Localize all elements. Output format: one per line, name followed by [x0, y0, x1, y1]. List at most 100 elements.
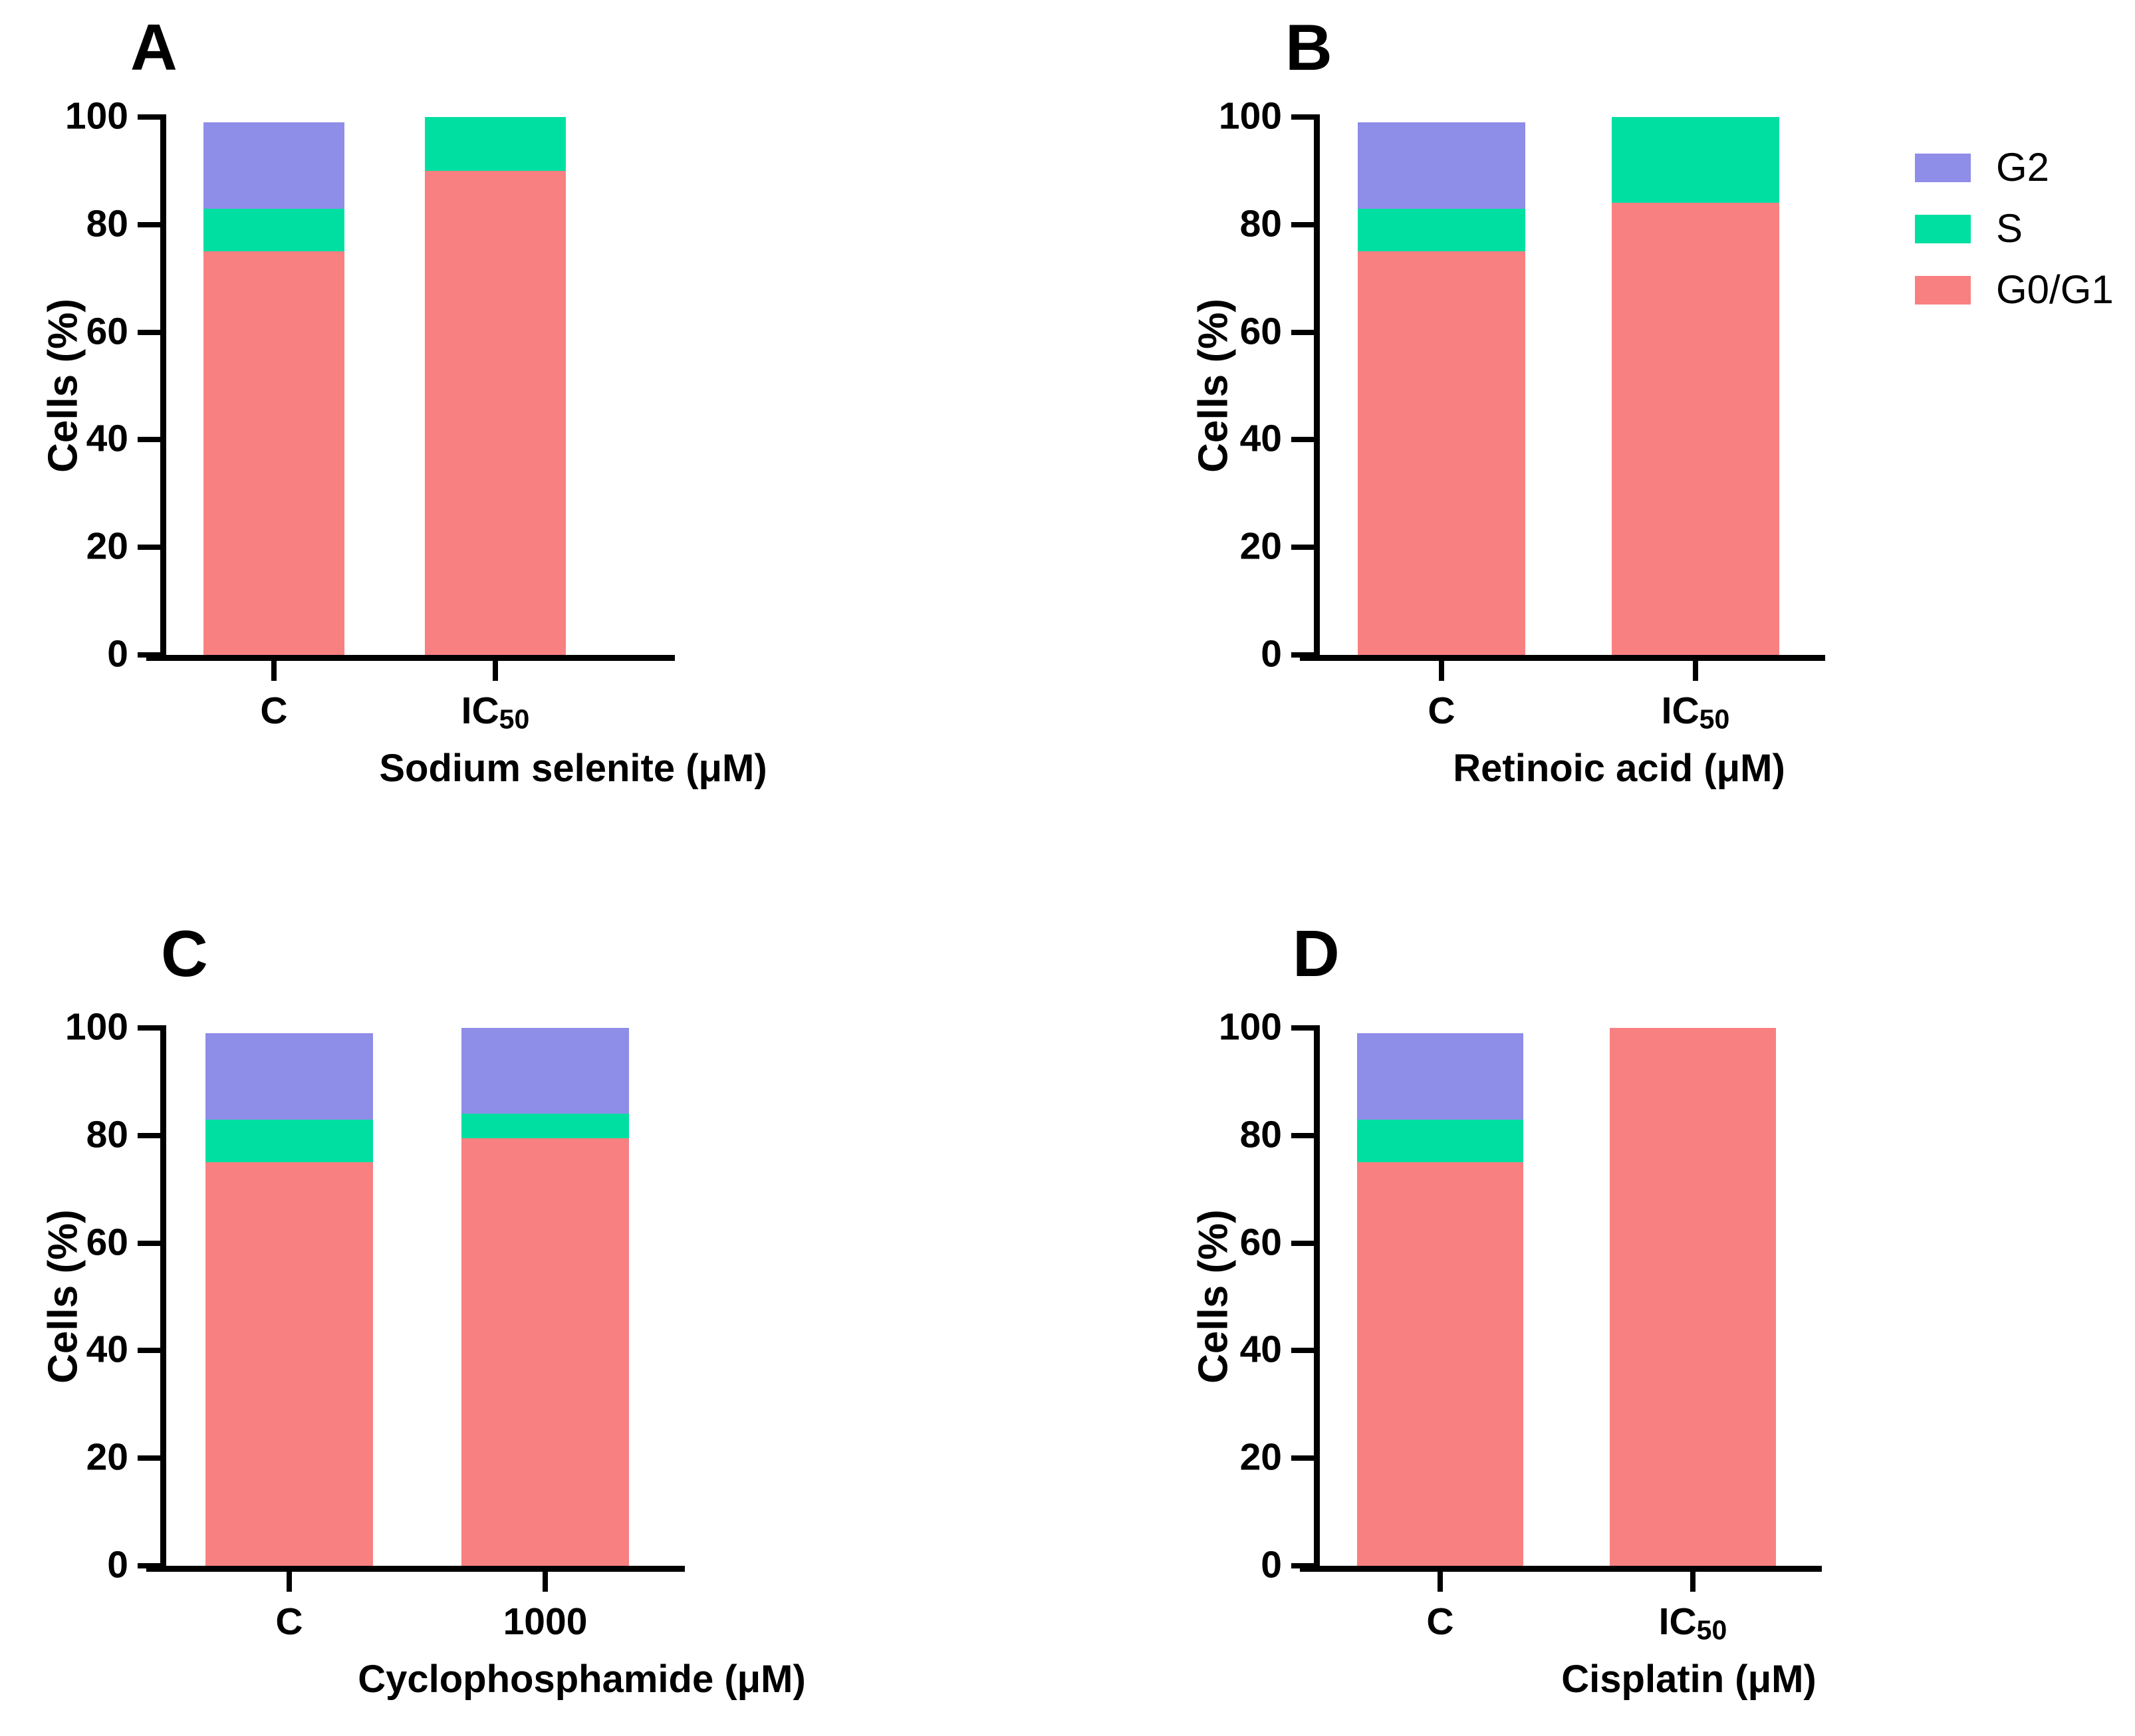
y-tick-mark: [1291, 437, 1314, 443]
y-tick-label: 20: [86, 1435, 128, 1479]
x-axis-line: [146, 655, 675, 661]
x-tick-mark: [1438, 1572, 1443, 1592]
y-tick-label: 0: [107, 632, 128, 676]
bar-segment-s: [461, 1114, 629, 1138]
y-tick-label: 100: [1218, 1005, 1282, 1049]
y-tick-mark: [1291, 1025, 1314, 1031]
y-tick-label: 80: [1239, 1113, 1282, 1156]
bar-segment-g0g1: [205, 1162, 373, 1566]
y-tick-mark: [1291, 545, 1314, 551]
bar-segment-s: [1612, 117, 1779, 203]
y-axis-line: [1314, 1025, 1320, 1572]
bar-segment-g0g1: [1357, 1162, 1523, 1566]
y-axis-line: [160, 1025, 166, 1572]
x-category-main: C: [1428, 689, 1455, 732]
bar-segment-g2: [1357, 1033, 1523, 1120]
legend-swatch-g0g1: [1915, 275, 1971, 305]
x-category-main: C: [275, 1600, 303, 1643]
y-tick-label: 100: [64, 94, 128, 138]
y-tick-mark: [1291, 1132, 1314, 1138]
x-category-subscript: 50: [499, 703, 530, 735]
y-tick-mark: [1291, 1455, 1314, 1461]
bar-segment-g2: [203, 122, 344, 209]
y-tick-label: 40: [1239, 1328, 1282, 1371]
y-tick-label: 20: [1239, 1435, 1282, 1479]
panel-letter: A: [130, 11, 178, 84]
bar-segment-s: [425, 117, 566, 171]
x-category-label: IC50: [1659, 1603, 1727, 1644]
legend-label: G0/G1: [1996, 267, 2114, 312]
bar-segment-g0g1: [203, 251, 344, 655]
bar-segment-s: [1358, 208, 1525, 252]
x-category-subscript: 50: [1699, 703, 1730, 735]
y-tick-label: 0: [1261, 1543, 1282, 1586]
y-tick-label: 20: [86, 525, 128, 568]
legend-label: S: [1996, 206, 2023, 251]
y-tick-mark: [138, 329, 160, 335]
legend-label: G2: [1996, 145, 2050, 189]
bar-segment-g2: [1358, 122, 1525, 209]
x-tick-mark: [1439, 661, 1444, 681]
y-tick-mark: [138, 1455, 160, 1461]
legend-item-g2: G2: [1915, 148, 2049, 187]
x-axis-title: Cyclophosphamide (μM): [358, 1658, 806, 1701]
x-category-label: C: [1426, 1603, 1453, 1644]
bar-segment-s: [203, 208, 344, 252]
y-tick-mark: [138, 1563, 160, 1568]
y-tick-mark: [1291, 1240, 1314, 1246]
x-axis-title: Sodium selenite (μM): [379, 747, 767, 790]
y-tick-label: 80: [86, 1113, 128, 1156]
y-tick-label: 0: [1261, 632, 1282, 676]
x-axis-title: Cisplatin (μM): [1561, 1658, 1817, 1701]
bar-segment-g0g1: [425, 170, 566, 655]
y-tick-mark: [138, 114, 160, 120]
y-tick-mark: [138, 1025, 160, 1031]
x-tick-mark: [493, 661, 498, 681]
y-axis-line: [1314, 114, 1320, 661]
x-category-main: C: [1426, 1600, 1454, 1643]
x-tick-mark: [1693, 661, 1698, 681]
y-tick-mark: [1291, 652, 1314, 658]
y-tick-label: 40: [86, 417, 128, 460]
x-tick-mark: [543, 1572, 548, 1592]
x-category-subscript: 50: [1696, 1614, 1727, 1646]
x-category-main: IC: [1661, 689, 1699, 732]
bar-segment-g0g1: [1610, 1028, 1776, 1566]
x-axis-title: Retinoic acid (μM): [1453, 747, 1785, 790]
y-tick-label: 0: [107, 1543, 128, 1586]
x-category-label: C: [275, 1603, 303, 1644]
y-tick-mark: [138, 221, 160, 227]
y-tick-label: 60: [86, 1220, 128, 1263]
y-tick-mark: [1291, 1563, 1314, 1568]
x-tick-mark: [271, 661, 277, 681]
x-tick-mark: [1690, 1572, 1695, 1592]
panel-letter: B: [1285, 11, 1332, 84]
bar-segment-s: [1357, 1119, 1523, 1163]
x-category-main: C: [260, 689, 288, 732]
bar-segment-g2: [461, 1028, 629, 1114]
x-axis-line: [1300, 1566, 1822, 1572]
y-tick-mark: [1291, 114, 1314, 120]
y-tick-label: 80: [86, 202, 128, 245]
y-tick-mark: [138, 545, 160, 551]
y-tick-mark: [138, 1240, 160, 1246]
x-category-main: 1000: [503, 1600, 588, 1643]
y-tick-mark: [138, 437, 160, 443]
x-category-label: C: [260, 692, 287, 733]
y-tick-label: 20: [1239, 525, 1282, 568]
bar-segment-g0g1: [461, 1138, 629, 1566]
legend-item-s: S: [1915, 209, 2023, 249]
y-tick-label: 40: [86, 1328, 128, 1371]
bar-segment-s: [205, 1119, 373, 1163]
x-tick-mark: [287, 1572, 292, 1592]
y-tick-mark: [138, 1132, 160, 1138]
bar-segment-g0g1: [1612, 203, 1779, 655]
y-tick-label: 60: [1239, 1220, 1282, 1263]
x-category-label: C: [1428, 692, 1455, 733]
legend-swatch-g2: [1915, 153, 1971, 182]
x-category-main: IC: [1658, 1600, 1697, 1643]
legend-item-g0g1: G0/G1: [1915, 270, 2114, 310]
y-tick-label: 60: [86, 309, 128, 352]
y-tick-label: 100: [1218, 94, 1282, 138]
